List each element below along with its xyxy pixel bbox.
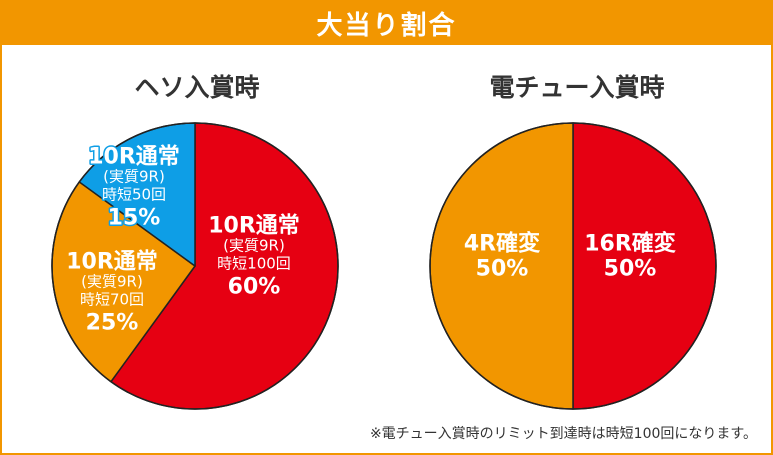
slice-value-label-1-0: 50%: [604, 257, 657, 282]
slice-detail-0-1-1: (実質9R): [81, 273, 143, 291]
slice-detail-0-2-1: (実質9R): [103, 168, 165, 186]
slice-value-label-0-0: 60%: [228, 275, 281, 300]
slice-label-0-0: 10R通常: [208, 213, 300, 239]
slice-detail-0-0-1: (実質9R): [223, 237, 285, 255]
slice-label-1-1: 4R確変: [464, 231, 540, 257]
chart-title-denchu: 電チュー入賞時: [489, 73, 665, 102]
footnote: ※電チュー入賞時のリミット到達時は時短100回になります。: [369, 426, 757, 442]
slice-detail-0-1-2: 時短70回: [80, 291, 144, 309]
slice-value-label-0-1: 25%: [86, 311, 139, 336]
header-banner: 大当り割合: [2, 2, 771, 45]
slice-label-1-0: 16R確変: [584, 231, 676, 257]
slice-detail-0-0-2: 時短100回: [217, 255, 291, 273]
slice-label-0-1: 10R通常: [66, 249, 158, 275]
pie-outline-1: [429, 122, 717, 410]
slice-label-0-2: 10R通常: [88, 144, 180, 170]
chart-title-heso: ヘソ入賞時: [134, 73, 260, 102]
slice-value-label-1-1: 50%: [476, 257, 529, 282]
pie-chart-heso: 10R通常(実質9R)時短100回60%10R通常(実質9R)時短70回25%1…: [51, 122, 339, 410]
page-title: 大当り割合: [316, 11, 457, 41]
pie-outline-0: [51, 122, 339, 410]
slice-detail-0-2-2: 時短50回: [102, 186, 166, 204]
slice-value-label-0-2: 15%: [108, 206, 161, 231]
